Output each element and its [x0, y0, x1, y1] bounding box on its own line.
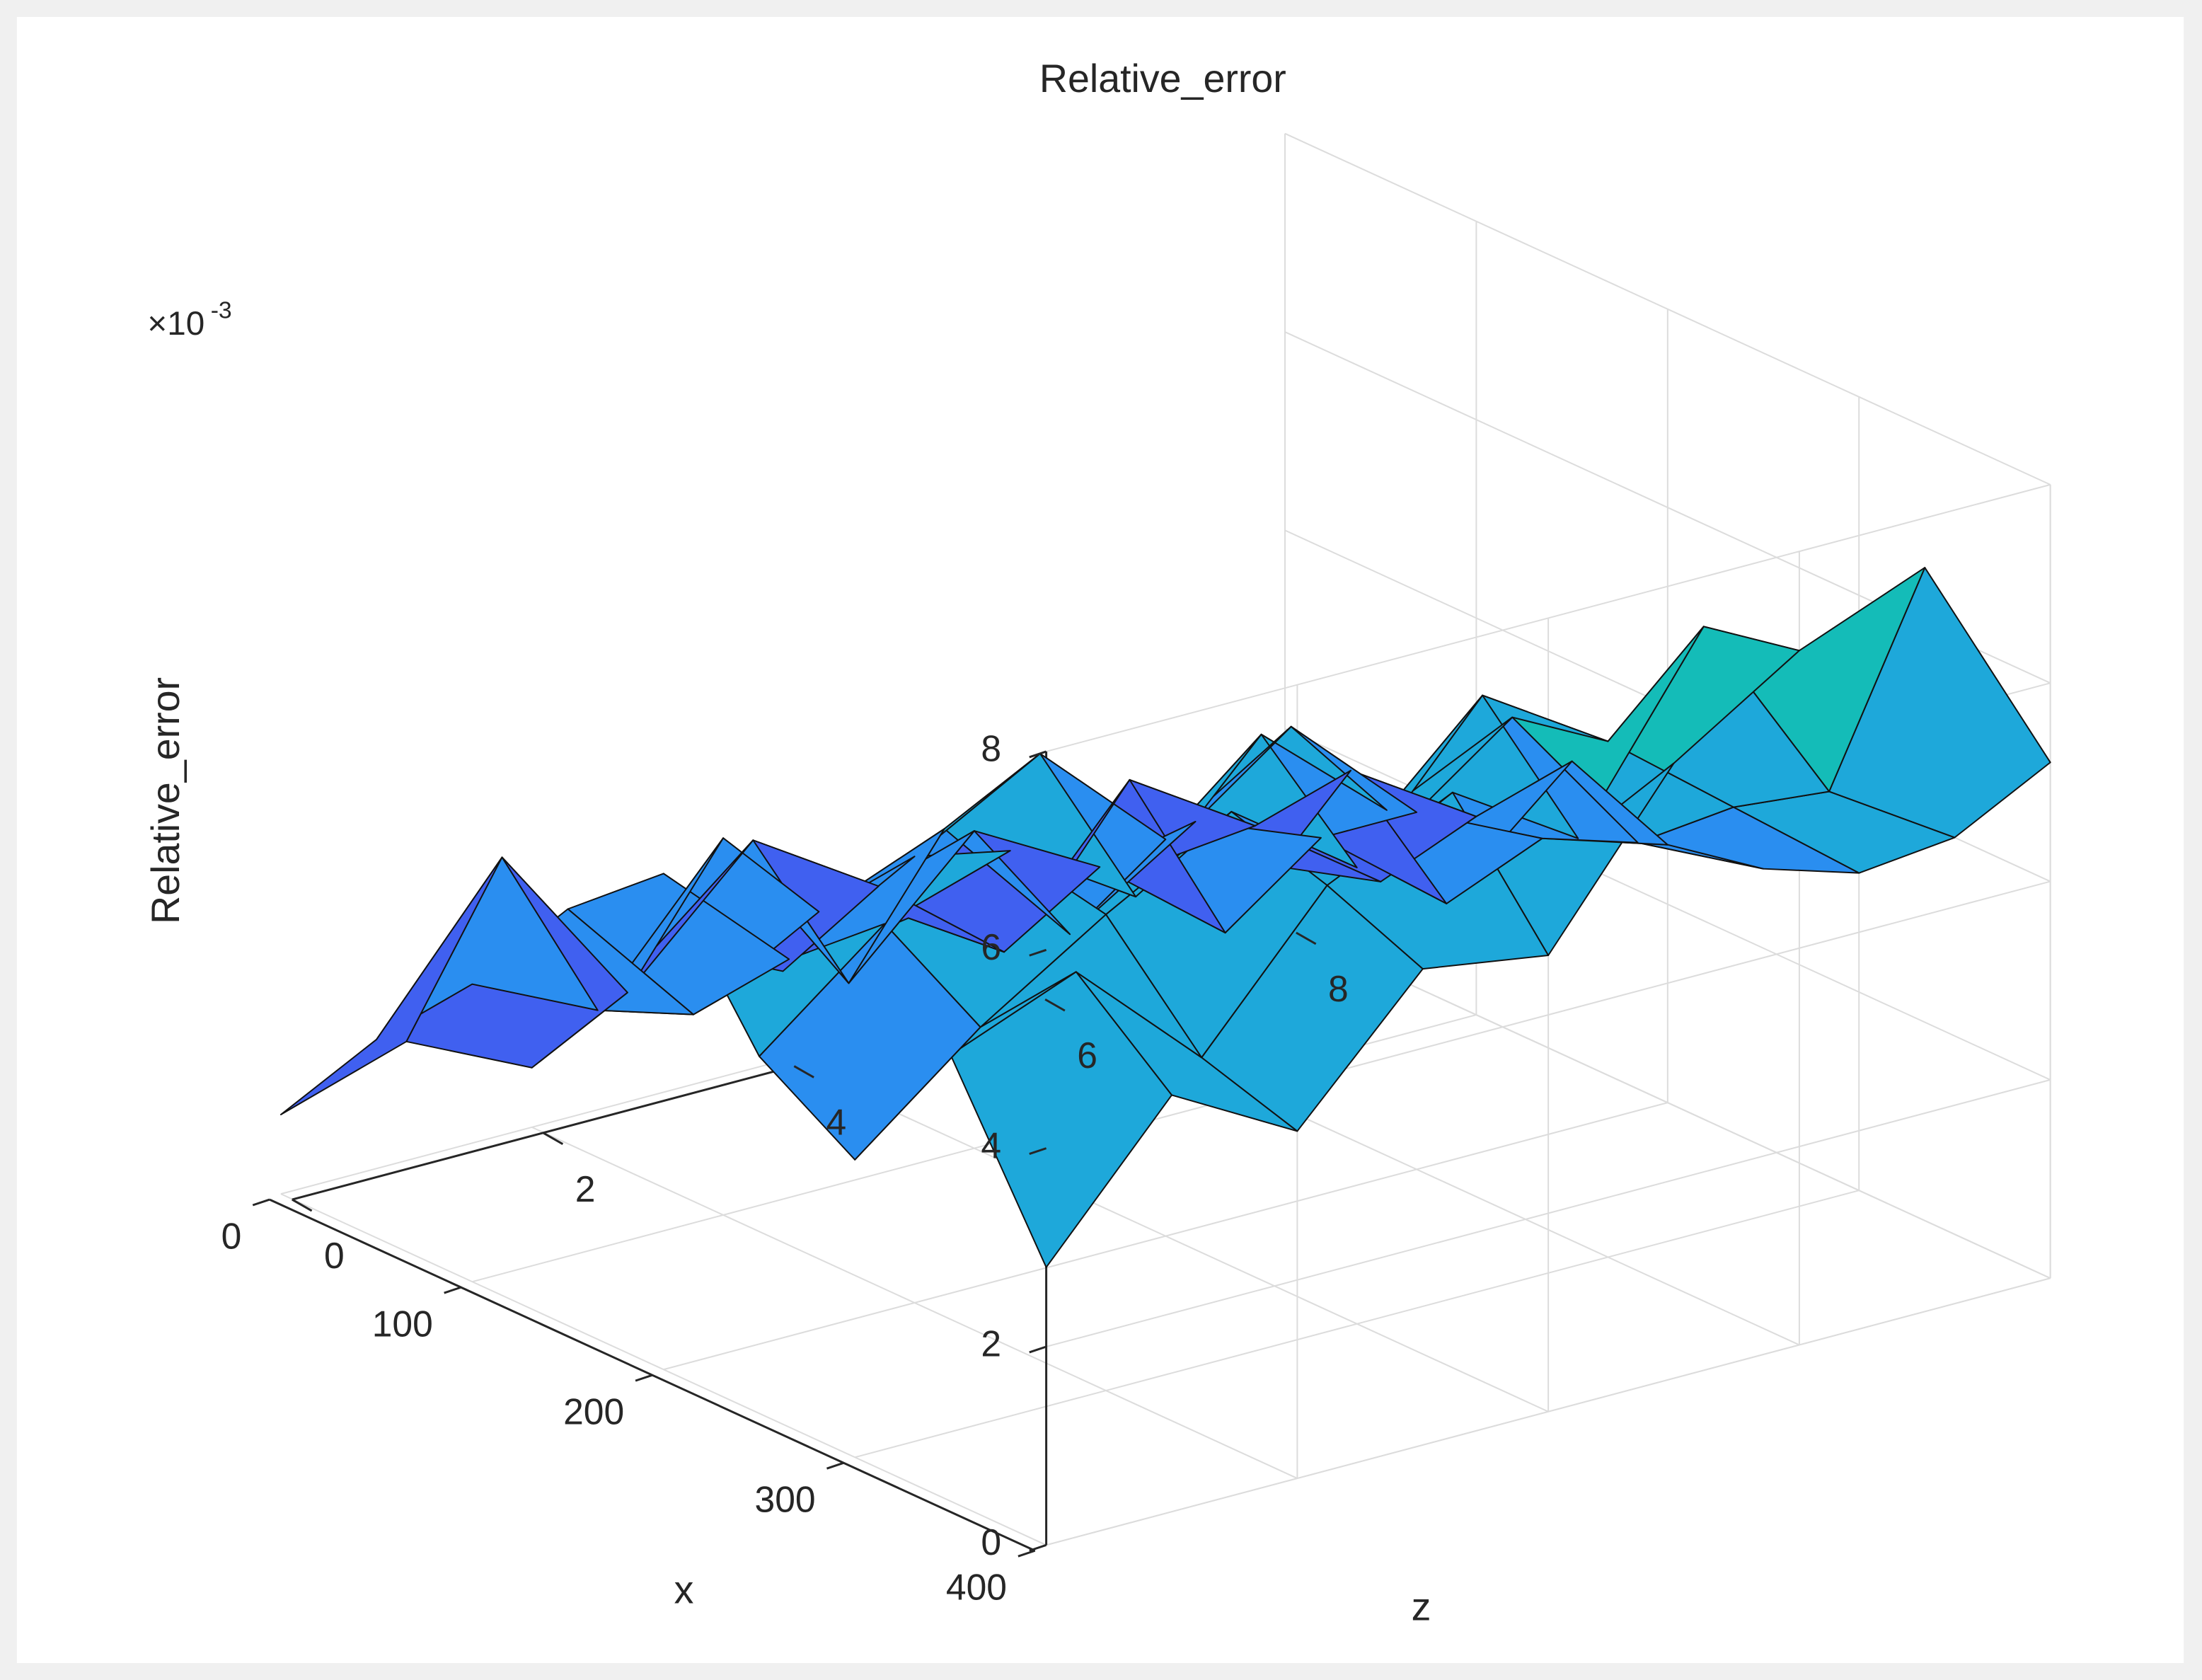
- x-tick: [444, 1286, 461, 1294]
- z-tick-label: 0: [324, 1235, 345, 1276]
- surface-face: [279, 856, 503, 1115]
- value-axis-label: Relative_error: [144, 677, 188, 924]
- z-tick-label: 2: [575, 1168, 596, 1209]
- chart-title: Relative_error: [1039, 57, 1286, 100]
- z-tick-label: 4: [826, 1102, 847, 1143]
- y-tick: [1029, 948, 1047, 957]
- x-tick: [826, 1461, 844, 1470]
- x-tick: [635, 1374, 653, 1382]
- y-tick-label: 8: [981, 728, 1001, 769]
- y-tick-label: 0: [981, 1521, 1001, 1563]
- y-tick-label: 4: [981, 1124, 1001, 1166]
- z-axis-label: z: [1412, 1584, 1431, 1628]
- y-tick: [1029, 1345, 1047, 1354]
- y-tick: [1029, 1543, 1047, 1552]
- z-tick: [793, 1065, 814, 1078]
- x-tick-label: 300: [755, 1478, 816, 1519]
- y-tick: [1029, 750, 1047, 759]
- z-tick: [542, 1132, 564, 1145]
- z-tick: [1296, 931, 1317, 945]
- axis-multiplier-exponent: -3: [211, 297, 232, 324]
- grid-line: [854, 1190, 1860, 1459]
- z-tick: [1044, 998, 1066, 1012]
- x-tick-label: 400: [946, 1566, 1007, 1607]
- y-tick-label: 6: [981, 926, 1001, 967]
- z-tick: [292, 1198, 313, 1212]
- x-axis-label: x: [674, 1567, 694, 1611]
- axis-multiplier: ×10: [147, 305, 204, 343]
- x-tick: [1018, 1549, 1036, 1558]
- grid-line: [663, 1102, 1668, 1371]
- z-tick-label: 8: [1328, 968, 1349, 1009]
- x-tick-label: 100: [372, 1303, 433, 1344]
- y-tick-label: 2: [981, 1323, 1001, 1364]
- z-tick-label: 6: [1077, 1035, 1097, 1076]
- y-tick: [1029, 1147, 1047, 1155]
- x-tick: [252, 1198, 270, 1207]
- x-tick-label: 200: [563, 1391, 624, 1432]
- grid-line: [1046, 1277, 2051, 1546]
- x-tick-label: 0: [221, 1215, 242, 1256]
